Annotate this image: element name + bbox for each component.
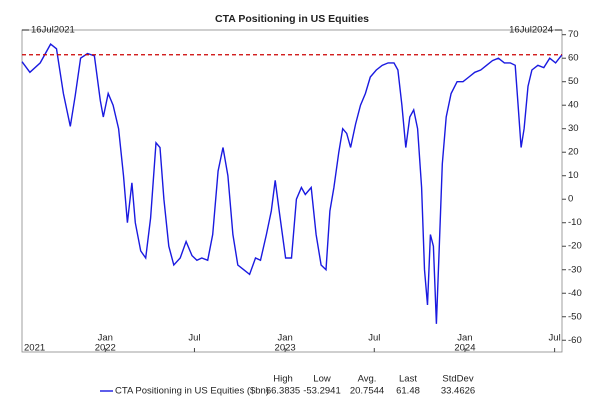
stat-value: 66.3835: [266, 386, 300, 397]
y-tick-label: 30: [568, 123, 579, 134]
plot-frame: [21, 29, 563, 353]
year-label: 2023: [275, 343, 296, 354]
x-tick-label: Jul: [368, 333, 380, 344]
y-tick-label: -50: [568, 311, 582, 322]
chart-title: CTA Positioning in US Equities: [215, 13, 369, 25]
y-tick-label: -30: [568, 264, 582, 275]
y-tick-label: -60: [568, 335, 582, 346]
stat-value: 20.7544: [350, 386, 384, 397]
y-tick-label: 20: [568, 147, 579, 158]
start-label: 16Jul2021: [31, 25, 75, 36]
y-tick-label: 10: [568, 170, 579, 181]
x-tick-label: Jul: [549, 333, 561, 344]
x-tick-label: Jan: [277, 333, 292, 344]
year-label: 2022: [95, 343, 116, 354]
y-tick-label: -20: [568, 241, 582, 252]
x-tick-label: Jan: [98, 333, 113, 344]
stat-header: Last: [399, 374, 417, 385]
x-tick-label: Jul: [188, 333, 200, 344]
stat-value: 33.4626: [441, 386, 475, 397]
end-label: 16Jul2024: [509, 25, 553, 36]
y-tick-label: 60: [568, 53, 579, 64]
stat-header: Low: [313, 374, 331, 385]
stat-header: StdDev: [442, 374, 473, 385]
stat-header: Avg.: [358, 374, 377, 385]
y-tick-label: 0: [568, 194, 573, 205]
y-tick-label: 40: [568, 100, 579, 111]
y-tick-label: -10: [568, 217, 582, 228]
stat-value: -53.2941: [303, 386, 341, 397]
year-label: 2024: [454, 343, 475, 354]
stat-value: 61.48: [396, 386, 420, 397]
stat-header: High: [273, 374, 293, 385]
legend-label: CTA Positioning in US Equities ($bn): [115, 386, 269, 397]
series-line: [21, 43, 563, 324]
year-label: 2021: [24, 343, 45, 354]
y-tick-label: 50: [568, 76, 579, 87]
x-tick-label: Jan: [457, 333, 472, 344]
y-tick-label: -40: [568, 288, 582, 299]
y-tick-label: 70: [568, 29, 579, 40]
